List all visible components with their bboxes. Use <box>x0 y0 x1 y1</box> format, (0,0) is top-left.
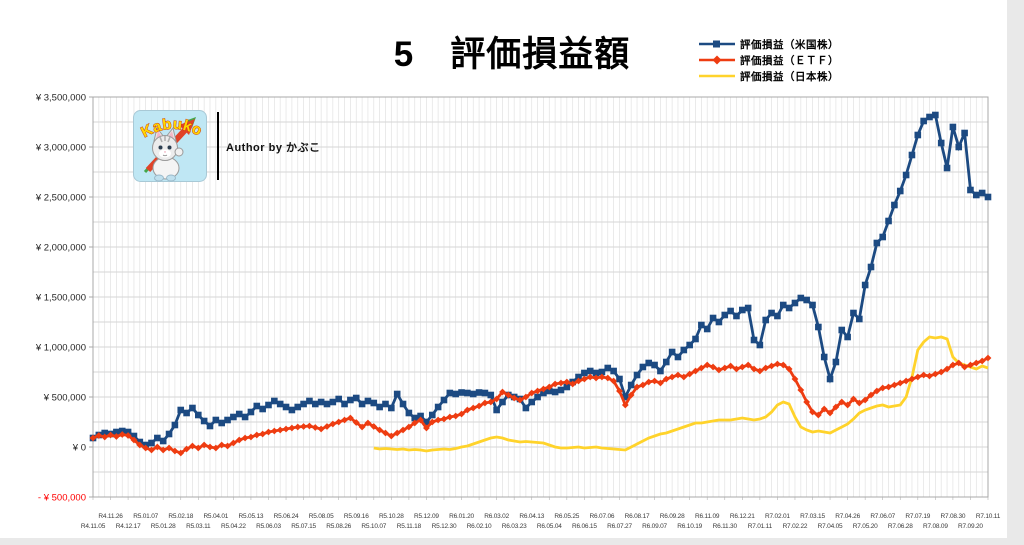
x-axis-tick-label: R7.09.20 <box>958 523 983 530</box>
legend-item-etf: 評価損益（ＥＴＦ） <box>698 52 839 68</box>
x-axis-tick-label: R4.11.05 <box>81 523 106 530</box>
x-axis-tick-label: R5.11.18 <box>397 523 422 530</box>
x-axis-tick-label: R7.02.01 <box>765 513 790 520</box>
x-axis-tick-label: R5.08.05 <box>309 513 334 520</box>
x-axis-tick-label: R5.10.28 <box>379 513 404 520</box>
x-axis-tick-label: R5.03.11 <box>186 523 211 530</box>
x-axis-tick-label: R5.09.16 <box>344 513 369 520</box>
x-axis-tick-label: R6.05.25 <box>554 513 579 520</box>
x-axis-tick-label: R6.10.19 <box>677 523 702 530</box>
x-axis-tick-label: R6.03.02 <box>484 513 509 520</box>
x-axis-tick-label: R7.07.19 <box>905 513 930 520</box>
x-axis-tick-label: R7.05.20 <box>853 523 878 530</box>
x-axis-tick-label: R7.08.09 <box>923 523 948 530</box>
x-axis-tick-label: R5.01.28 <box>151 523 176 530</box>
x-axis-tick-label: R7.06.07 <box>870 513 895 520</box>
chart-title: 5 評価損益額 <box>393 35 631 74</box>
x-axis-tick-label: R6.02.10 <box>467 523 492 530</box>
x-axis-tick-label: R6.09.07 <box>642 523 667 530</box>
y-axis-tick-label: ¥ 500,000 <box>43 393 86 404</box>
x-axis-tick-label: R7.03.15 <box>800 513 825 520</box>
legend-item-us-stocks: 評価損益（米国株） <box>698 36 839 52</box>
x-axis-tick-label: R5.07.15 <box>291 523 316 530</box>
us-stocks-series-swatch-icon <box>699 40 735 48</box>
x-axis-tick-label: R6.08.17 <box>625 513 650 520</box>
x-axis-tick-label: R5.10.07 <box>361 523 386 530</box>
x-axis-tick-label: R5.06.03 <box>256 523 281 530</box>
legend: 評価損益（米国株） 評価損益（ＥＴＦ） 評価損益（日本株） <box>698 36 839 84</box>
series-line-japan_stocks <box>373 335 989 453</box>
x-axis-tick-label: R6.04.13 <box>519 513 544 520</box>
x-axis-tick-label: R6.12.21 <box>730 513 755 520</box>
x-axis-tick-label: R7.10.11 <box>976 513 1001 520</box>
x-axis-tick-label: R6.05.04 <box>537 523 562 530</box>
x-axis-tick-label: R5.01.07 <box>133 513 158 520</box>
x-axis-tick-label: R6.01.20 <box>449 513 474 520</box>
page-margin-bottom <box>0 538 1007 545</box>
x-axis-tick-label: R7.08.30 <box>941 513 966 520</box>
y-axis-tick-label: ¥ 2,500,000 <box>35 193 86 204</box>
x-axis-tick-label: R6.11.09 <box>695 513 720 520</box>
series-line-etf <box>92 356 989 455</box>
legend-item-japan-stocks: 評価損益（日本株） <box>698 68 839 84</box>
legend-label-japan-stocks: 評価損益（日本株） <box>740 70 839 83</box>
logo-divider <box>217 112 219 180</box>
x-axis-tick-label: R7.01.11 <box>748 523 773 530</box>
kabuko-cat-logo-image: Kabuko <box>133 110 207 182</box>
etf-series-swatch-icon <box>699 55 735 65</box>
x-axis-tick-label: R7.04.26 <box>835 513 860 520</box>
x-axis-tick-label: R6.07.06 <box>590 513 615 520</box>
y-axis-tick-label: ¥ 2,000,000 <box>35 243 86 254</box>
x-axis-tick-label: R5.04.01 <box>203 513 228 520</box>
legend-label-etf: 評価損益（ＥＴＦ） <box>740 54 839 67</box>
x-axis-tick-label: R4.12.17 <box>116 523 141 530</box>
page-margin-right <box>1007 0 1024 545</box>
x-axis-tick-label: R6.06.15 <box>572 523 597 530</box>
x-axis-tick-label: R5.08.26 <box>326 523 351 530</box>
y-axis-tick-label: ¥ 1,000,000 <box>35 343 86 354</box>
x-axis-tick-label: R4.11.26 <box>98 513 123 520</box>
x-axis-tick-label: R7.04.05 <box>818 523 843 530</box>
y-axis-tick-label: ¥ 0 <box>72 443 86 454</box>
y-axis-tick-label: ¥ 3,500,000 <box>35 93 86 104</box>
author-credit: Author by かぶこ <box>226 142 321 154</box>
x-axis-tick-label: R6.09.28 <box>660 513 685 520</box>
kabuko-logo: Kabuko <box>133 110 207 182</box>
japan-stocks-series-swatch-icon <box>699 74 735 78</box>
y-axis-tick-label: ¥ 1,500,000 <box>35 293 86 304</box>
x-axis-tick-label: R5.05.13 <box>239 513 264 520</box>
y-axis-tick-label: - ¥ 500,000 <box>38 493 86 504</box>
x-axis-tick-label: R6.07.27 <box>607 523 632 530</box>
x-axis-tick-label: R5.12.30 <box>432 523 457 530</box>
x-axis-tick-label: R7.02.22 <box>783 523 808 530</box>
legend-label-us-stocks: 評価損益（米国株） <box>740 38 839 51</box>
x-axis-tick-label: R6.03.23 <box>502 523 527 530</box>
x-axis-tick-label: R7.06.28 <box>888 523 913 530</box>
x-axis-tick-label: R5.04.22 <box>221 523 246 530</box>
x-axis-tick-label: R6.11.30 <box>713 523 738 530</box>
x-axis-tick-label: R5.06.24 <box>274 513 299 520</box>
x-axis-tick-label: R5.02.18 <box>168 513 193 520</box>
y-axis-tick-label: ¥ 3,000,000 <box>35 143 86 154</box>
x-axis-tick-label: R5.12.09 <box>414 513 439 520</box>
